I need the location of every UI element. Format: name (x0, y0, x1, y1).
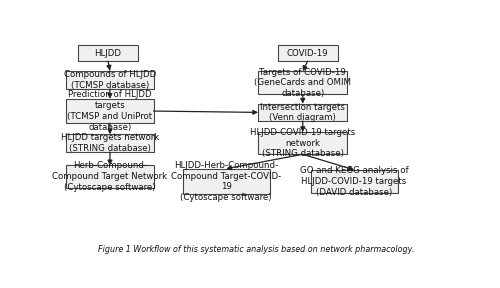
Text: COVID-19: COVID-19 (287, 49, 329, 58)
FancyBboxPatch shape (66, 134, 154, 152)
Text: Prediction of HLJDD
targets
(TCMSP and UniProt
database): Prediction of HLJDD targets (TCMSP and U… (68, 90, 152, 132)
FancyBboxPatch shape (278, 45, 338, 61)
Text: HLJDD-Herb-Compound-
Compound Target-COVID-
19
(Cytoscape software): HLJDD-Herb-Compound- Compound Target-COV… (171, 161, 281, 202)
FancyBboxPatch shape (66, 71, 154, 89)
Text: Figure 1 Workflow of this systematic analysis based on network pharmacology.: Figure 1 Workflow of this systematic ana… (98, 245, 414, 254)
FancyBboxPatch shape (258, 132, 348, 154)
FancyBboxPatch shape (258, 104, 348, 121)
FancyBboxPatch shape (66, 99, 154, 123)
FancyBboxPatch shape (66, 165, 154, 187)
FancyBboxPatch shape (182, 169, 270, 194)
Text: HLJDD: HLJDD (94, 49, 122, 58)
FancyBboxPatch shape (78, 45, 138, 61)
Text: Compounds of HLJDD
(TCMSP database): Compounds of HLJDD (TCMSP database) (64, 70, 156, 90)
Text: HLJDD targets network
(STRING database): HLJDD targets network (STRING database) (61, 133, 159, 153)
FancyBboxPatch shape (258, 71, 348, 94)
Text: GO and KEGG analysis of
HLJDD-COVID-19 targets
(DAVID database): GO and KEGG analysis of HLJDD-COVID-19 t… (300, 166, 408, 197)
Text: Intersection targets
(Venn diagram): Intersection targets (Venn diagram) (260, 103, 345, 122)
Text: Targets of COVID-19
(GeneCards and OMIM
database): Targets of COVID-19 (GeneCards and OMIM … (254, 68, 351, 98)
Text: Herb-Compound-
Compound Target Network
(Cytoscape software): Herb-Compound- Compound Target Network (… (52, 161, 168, 192)
Text: HLJDD-COVID-19 targets
network
(STRING database): HLJDD-COVID-19 targets network (STRING d… (250, 128, 356, 158)
FancyBboxPatch shape (310, 170, 398, 193)
